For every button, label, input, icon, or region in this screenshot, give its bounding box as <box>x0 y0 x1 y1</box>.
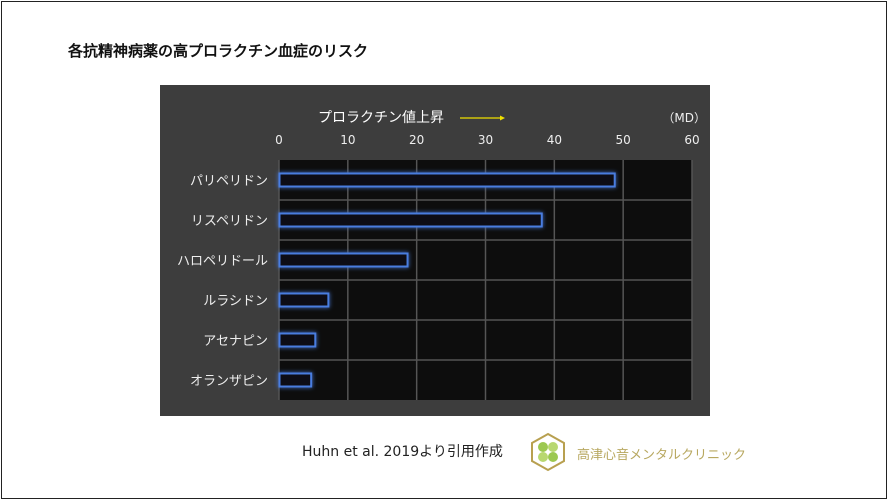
x-tick-label: 0 <box>275 133 283 147</box>
category-label: ハロペリドール <box>177 254 268 269</box>
x-tick-label: 60 <box>684 133 699 147</box>
bar <box>278 292 330 308</box>
arrow-head-icon <box>500 115 505 121</box>
category-label: ルラシドン <box>203 294 268 309</box>
page-title: 各抗精神病薬の高プロラクチン血症のリスク <box>68 42 369 60</box>
x-tick-label: 30 <box>478 133 493 147</box>
category-label: アセナピン <box>203 334 268 349</box>
x-tick-label: 10 <box>340 133 355 147</box>
bar <box>278 372 313 388</box>
bar-chart: 0 10 20 30 40 50 60 パリペリドンリスペリドンハロペリドールルラシドンアセナ… <box>177 110 706 400</box>
category-label: リスペリドン <box>191 214 268 229</box>
x-tick-label: 40 <box>547 133 562 147</box>
category-label: オランザピン <box>190 374 268 389</box>
x-tick-label: 50 <box>616 133 631 147</box>
citation: Huhn et al. 2019より引用作成 <box>302 444 503 460</box>
clinic-name: 高津心音メンタルクリニック <box>577 448 747 463</box>
bar <box>278 332 317 348</box>
unit-label: （MD） <box>662 111 706 125</box>
clinic-logo-icon <box>531 432 565 472</box>
chart-panel: 0 10 20 30 40 50 60 パリペリドン リスペリドンハロペリドールルラシドンアセナ… <box>160 85 710 416</box>
x-tick-label: 20 <box>409 133 424 147</box>
bar <box>278 172 616 188</box>
chart-title: プロラクチン値上昇 <box>318 110 444 126</box>
bar <box>278 252 409 268</box>
category-label: パリペリドン <box>190 174 268 189</box>
bar <box>278 212 543 228</box>
